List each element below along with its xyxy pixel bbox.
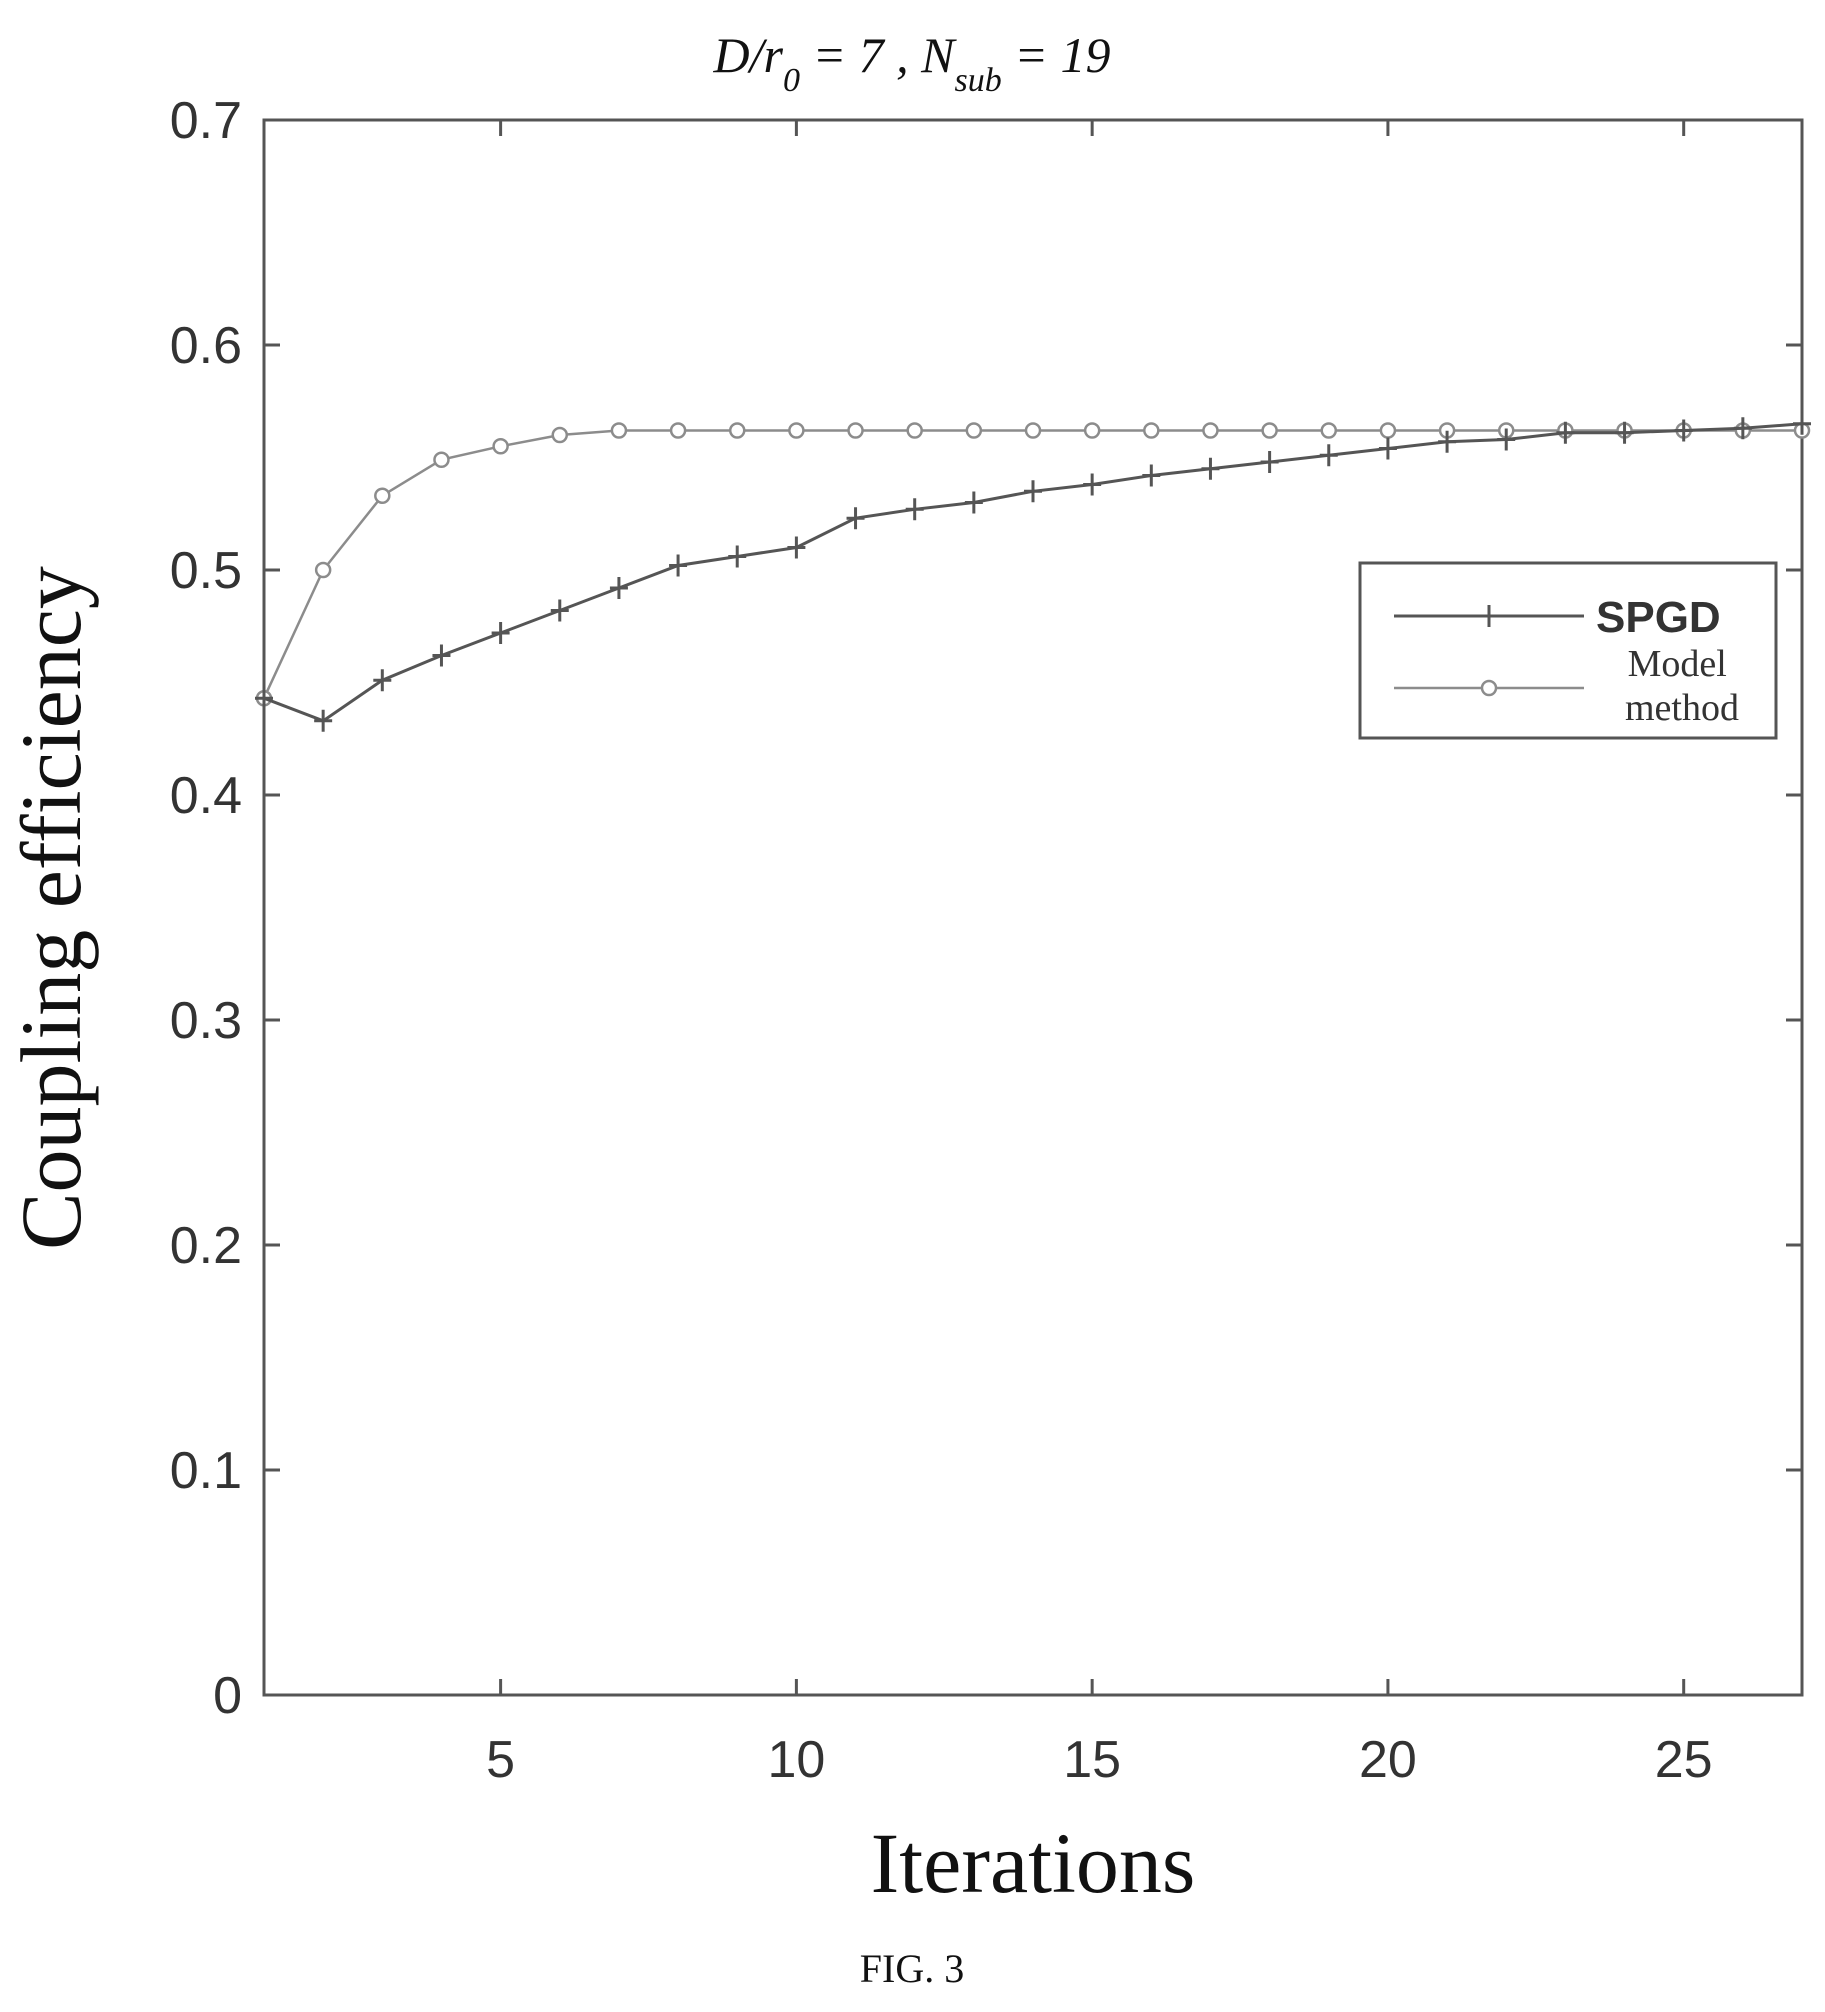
data-point-0 bbox=[373, 669, 392, 692]
y-tick-label: 0.3 bbox=[170, 992, 242, 1050]
title-eq7: = 7 , N bbox=[800, 27, 957, 83]
data-point-0 bbox=[1024, 480, 1042, 503]
x-axis-title: Iterations bbox=[871, 1815, 1196, 1911]
legend-model-marker-shape bbox=[1480, 679, 1498, 697]
y-axis-title: Coupling efficiency bbox=[3, 566, 99, 1250]
y-tick-label: 0.7 bbox=[170, 92, 242, 150]
data-point-1 bbox=[1261, 422, 1278, 439]
plot-area bbox=[262, 118, 1804, 1697]
data-point-1 bbox=[314, 561, 332, 579]
legend-model-label-line1: Model bbox=[1628, 643, 1727, 685]
data-point-0 bbox=[609, 577, 628, 599]
legend-model-label-line2: method bbox=[1625, 687, 1739, 729]
legend-spgd-label: SPGD bbox=[1596, 593, 1721, 642]
data-point-1 bbox=[374, 487, 391, 504]
data-point-1 bbox=[965, 422, 983, 439]
data-point-0 bbox=[1438, 430, 1457, 453]
data-point-1 bbox=[433, 451, 450, 468]
data-point-0 bbox=[550, 599, 569, 622]
data-point-0 bbox=[1083, 473, 1102, 496]
data-point-1 bbox=[728, 422, 746, 439]
x-tick-label: 15 bbox=[1063, 1731, 1121, 1789]
data-point-1 bbox=[610, 422, 628, 439]
data-point-0 bbox=[728, 545, 747, 568]
title-slash-r: /r bbox=[747, 27, 784, 83]
y-tick-label: 0 bbox=[213, 1667, 242, 1725]
y-tick-label: 0.1 bbox=[170, 1442, 242, 1500]
x-tick-label: 10 bbox=[767, 1731, 825, 1789]
data-point-0 bbox=[1497, 428, 1516, 451]
data-point-0 bbox=[905, 498, 924, 521]
figure-caption: FIG. 3 bbox=[860, 1946, 964, 1991]
data-point-0 bbox=[787, 536, 806, 559]
chart-title: D/r0 = 7 , Nsub = 19 bbox=[712, 27, 1110, 99]
title-n-subscript: sub bbox=[955, 62, 1002, 99]
y-tick-label: 0.2 bbox=[170, 1217, 242, 1275]
series-layer bbox=[255, 412, 1811, 732]
data-point-0 bbox=[1556, 421, 1575, 444]
legend-model-marker bbox=[1480, 679, 1498, 697]
data-point-0 bbox=[669, 554, 688, 577]
data-point-1 bbox=[788, 422, 805, 439]
data-point-0 bbox=[1319, 444, 1338, 467]
data-point-1 bbox=[1202, 422, 1219, 439]
title-eq19: = 19 bbox=[1002, 27, 1111, 83]
data-point-0 bbox=[1378, 437, 1397, 460]
legend-model-label: Model method bbox=[1625, 643, 1739, 729]
y-tick-label: 0.4 bbox=[170, 767, 242, 825]
data-point-1 bbox=[1320, 422, 1338, 439]
data-point-0 bbox=[255, 687, 273, 710]
data-point-1 bbox=[1143, 422, 1160, 439]
data-point-0 bbox=[1142, 464, 1161, 487]
data-point-1 bbox=[1024, 422, 1042, 439]
title-d: D bbox=[712, 27, 749, 83]
data-point-1 bbox=[551, 426, 569, 444]
data-point-0 bbox=[846, 507, 865, 530]
legend-box bbox=[1358, 561, 1778, 740]
y-tick-label: 0.5 bbox=[170, 542, 242, 600]
data-point-0 bbox=[1201, 457, 1220, 480]
data-point-0 bbox=[432, 644, 451, 667]
y-tick-label: 0.6 bbox=[170, 317, 242, 375]
data-point-0 bbox=[1733, 417, 1752, 440]
x-tick-label: 25 bbox=[1655, 1731, 1713, 1789]
data-point-0 bbox=[1260, 451, 1279, 473]
data-point-1 bbox=[1083, 422, 1101, 439]
x-tick-label: 20 bbox=[1359, 1731, 1417, 1789]
title-r-subscript: 0 bbox=[783, 62, 800, 99]
data-point-0 bbox=[314, 709, 333, 732]
data-point-0 bbox=[491, 622, 510, 644]
legend: SPGD Model method bbox=[1358, 561, 1778, 740]
data-point-1 bbox=[669, 422, 687, 439]
data-point-0 bbox=[964, 491, 983, 514]
legend-spgd-marker bbox=[1480, 605, 1498, 627]
data-point-1 bbox=[847, 422, 864, 439]
data-point-0 bbox=[1793, 412, 1811, 435]
data-point-0 bbox=[1674, 419, 1693, 442]
data-point-1 bbox=[1379, 422, 1397, 439]
data-point-1 bbox=[906, 422, 923, 439]
legend-spgd-marker-shape bbox=[1480, 605, 1498, 627]
data-point-0 bbox=[1615, 421, 1634, 444]
axis-ticks: 5 10 15 20 25 0 0.1 0.2 0.3 0.4 0.5 0.6 0.7 bbox=[170, 92, 1802, 1789]
x-tick-label: 5 bbox=[486, 1731, 515, 1789]
data-point-1 bbox=[492, 438, 509, 455]
